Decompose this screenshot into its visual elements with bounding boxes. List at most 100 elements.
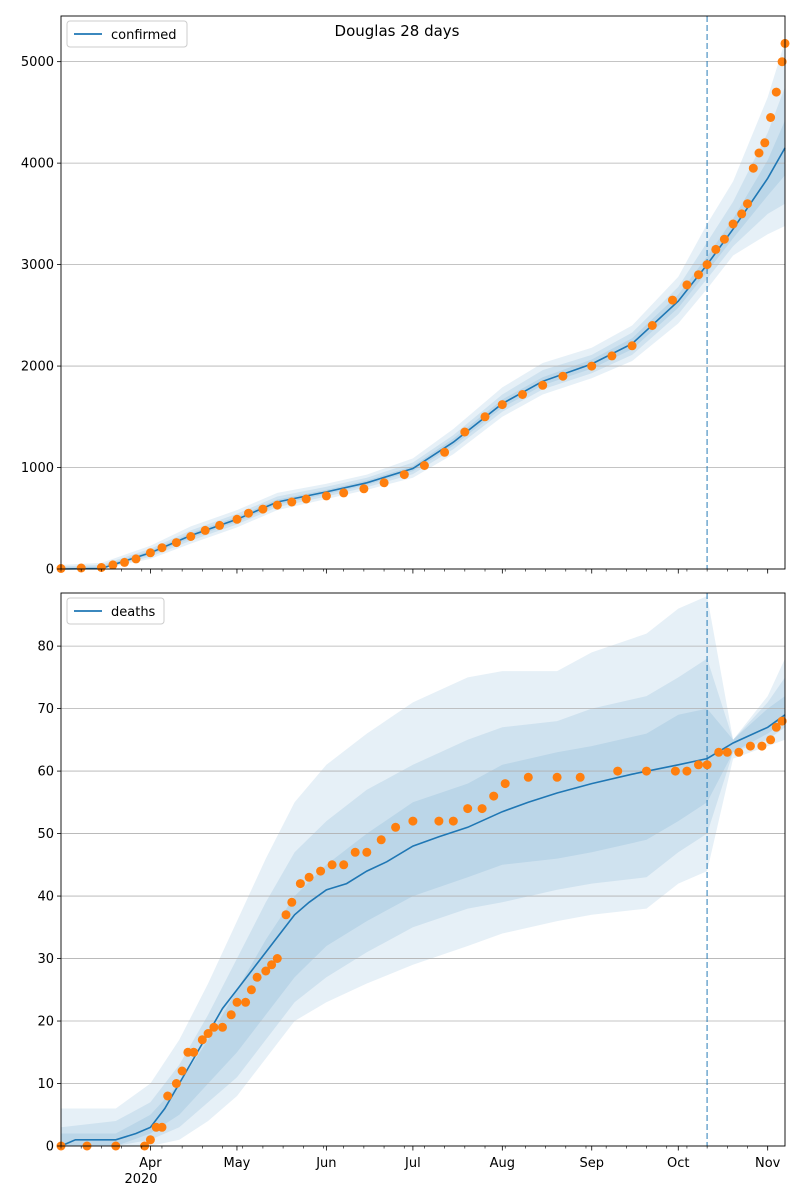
deaths-observed-point: [163, 1091, 173, 1101]
confirmed-legend-label: confirmed: [111, 28, 177, 43]
confirmed-observed-point: [728, 219, 738, 229]
deaths-observed-point: [722, 747, 732, 757]
deaths-observed-point: [777, 716, 787, 726]
deaths-observed-point: [714, 747, 724, 757]
confirmed-observed-point: [668, 295, 677, 305]
deaths-band-1: [61, 596, 785, 1146]
confirmed-observed-point: [460, 427, 470, 437]
confirmed-observed-point: [186, 532, 196, 541]
deaths-observed-point: [272, 954, 282, 963]
deaths-observed-point: [362, 847, 372, 857]
deaths-observed-point: [682, 766, 692, 776]
confirmed-observed-point: [647, 321, 657, 330]
confirmed-observed-point: [766, 113, 776, 122]
confirmed-observed-point: [587, 361, 597, 371]
deaths-legend-label: deaths: [111, 605, 156, 620]
deaths-observed-point: [232, 997, 242, 1007]
confirmed-observed-point: [702, 260, 712, 270]
deaths-legend-box: [66, 597, 165, 625]
confirmed-observed-point: [108, 560, 118, 570]
confirmed-axes-frame: [60, 15, 786, 570]
deaths-ytick-label-50: 50: [37, 827, 54, 842]
deaths-gridlines: [61, 645, 785, 1147]
deaths-y-axis: 0 10 20 30 40 50 60 70 80: [37, 640, 61, 1155]
confirmed-ytick-label-0: 0: [46, 563, 54, 578]
confirmed-observed-point: [627, 341, 637, 351]
confirmed-observed-point: [200, 525, 210, 535]
deaths-observed-point: [252, 972, 262, 982]
confirmed-observed-point: [737, 209, 747, 219]
deaths-observed-point: [489, 791, 499, 801]
deaths-observed-point: [203, 1029, 213, 1038]
deaths-observed-point: [157, 1122, 167, 1132]
deaths-observed-point: [376, 835, 386, 845]
deaths-observed-point: [316, 866, 326, 876]
confirmed-observed-point: [171, 538, 181, 548]
deaths-observed-point: [226, 1010, 236, 1020]
confirmed-observed-point: [518, 390, 527, 399]
confirmed-ytick-label-3000: 3000: [21, 258, 54, 273]
confirmed-observed-point: [287, 497, 297, 507]
confirmed-observed-point: [480, 412, 490, 422]
deaths-observed-point: [523, 772, 533, 782]
confirmed-observed-point: [379, 478, 389, 488]
confirmed-ytick-label-5000: 5000: [21, 55, 54, 70]
x-tick-label-sep: Sep: [579, 1156, 604, 1171]
deaths-observed-point: [771, 722, 781, 732]
confirmed-observed-point: [258, 504, 268, 514]
confirmed-observed-point: [694, 270, 703, 280]
confirmed-observed-point: [558, 371, 568, 381]
deaths-observed-point: [287, 897, 297, 907]
deaths-ytick-label-20: 20: [37, 1015, 54, 1030]
confirmed-observed-point: [321, 491, 331, 501]
x-tick-label-apr: Apr: [139, 1156, 162, 1171]
confirmed-observed-point: [120, 557, 129, 567]
confirmed-observed-point: [760, 138, 770, 148]
confirmed-observed-point: [743, 199, 752, 209]
confirmed-observed-point: [719, 234, 729, 244]
deaths-band-3: [61, 696, 785, 1146]
deaths-observed-point: [209, 1022, 219, 1032]
confirmed-observed-point: [215, 520, 225, 530]
confirmed-observed-point: [131, 554, 141, 564]
deaths-observed-point: [391, 822, 401, 832]
deaths-observed-point: [757, 741, 767, 751]
deaths-observed-point: [295, 879, 305, 889]
x-tick-label-aug: Aug: [490, 1156, 515, 1171]
deaths-observed-point: [189, 1047, 199, 1057]
deaths-ytick-label-10: 10: [37, 1077, 54, 1092]
deaths-axes-frame: [60, 592, 786, 1147]
deaths-model-line: [60, 714, 786, 1147]
deaths-observed-point: [463, 804, 473, 814]
confirmed-y-axis: 0 1000 2000 3000 4000 5000: [21, 55, 61, 578]
confirmed-observed-point: [711, 244, 721, 254]
deaths-observed-point: [261, 966, 271, 976]
confirmed-observed-point: [301, 494, 311, 504]
deaths-legend: deaths: [66, 597, 165, 625]
confirmed-x-ticks: [60, 569, 769, 574]
confirmed-band-2: [61, 87, 785, 569]
x-tick-label-jul: Jul: [404, 1156, 421, 1171]
deaths-ytick-label-30: 30: [37, 952, 54, 967]
deaths-ytick-label-80: 80: [37, 640, 54, 655]
deaths-ytick-label-60: 60: [37, 765, 54, 780]
deaths-panel: 0 10 20 30 40 50 60 70 80 Apr May Jun Jul Aug Sep Oct N…: [37, 592, 787, 1187]
confirmed-observed-point: [399, 470, 409, 480]
deaths-observed-point: [327, 860, 337, 870]
deaths-observed-point: [613, 766, 623, 776]
confirmed-observed-point: [777, 57, 787, 67]
deaths-observed-point: [500, 779, 510, 789]
deaths-observed-point: [145, 1135, 155, 1145]
deaths-observed-point: [408, 816, 418, 826]
deaths-observed-point: [702, 760, 712, 770]
confirmed-observed-point: [771, 87, 781, 97]
deaths-observed-point: [448, 816, 458, 826]
x-tick-label-jun: Jun: [315, 1156, 336, 1171]
confirmed-ytick-label-2000: 2000: [21, 360, 54, 375]
x-tick-label-oct: Oct: [667, 1156, 689, 1171]
deaths-observed-point: [766, 735, 776, 745]
confirmed-ytick-label-4000: 4000: [21, 157, 54, 172]
x-tick-label-may: May: [224, 1156, 251, 1171]
x-axis-year-label: 2020: [124, 1172, 157, 1187]
deaths-observed-point: [241, 997, 251, 1007]
